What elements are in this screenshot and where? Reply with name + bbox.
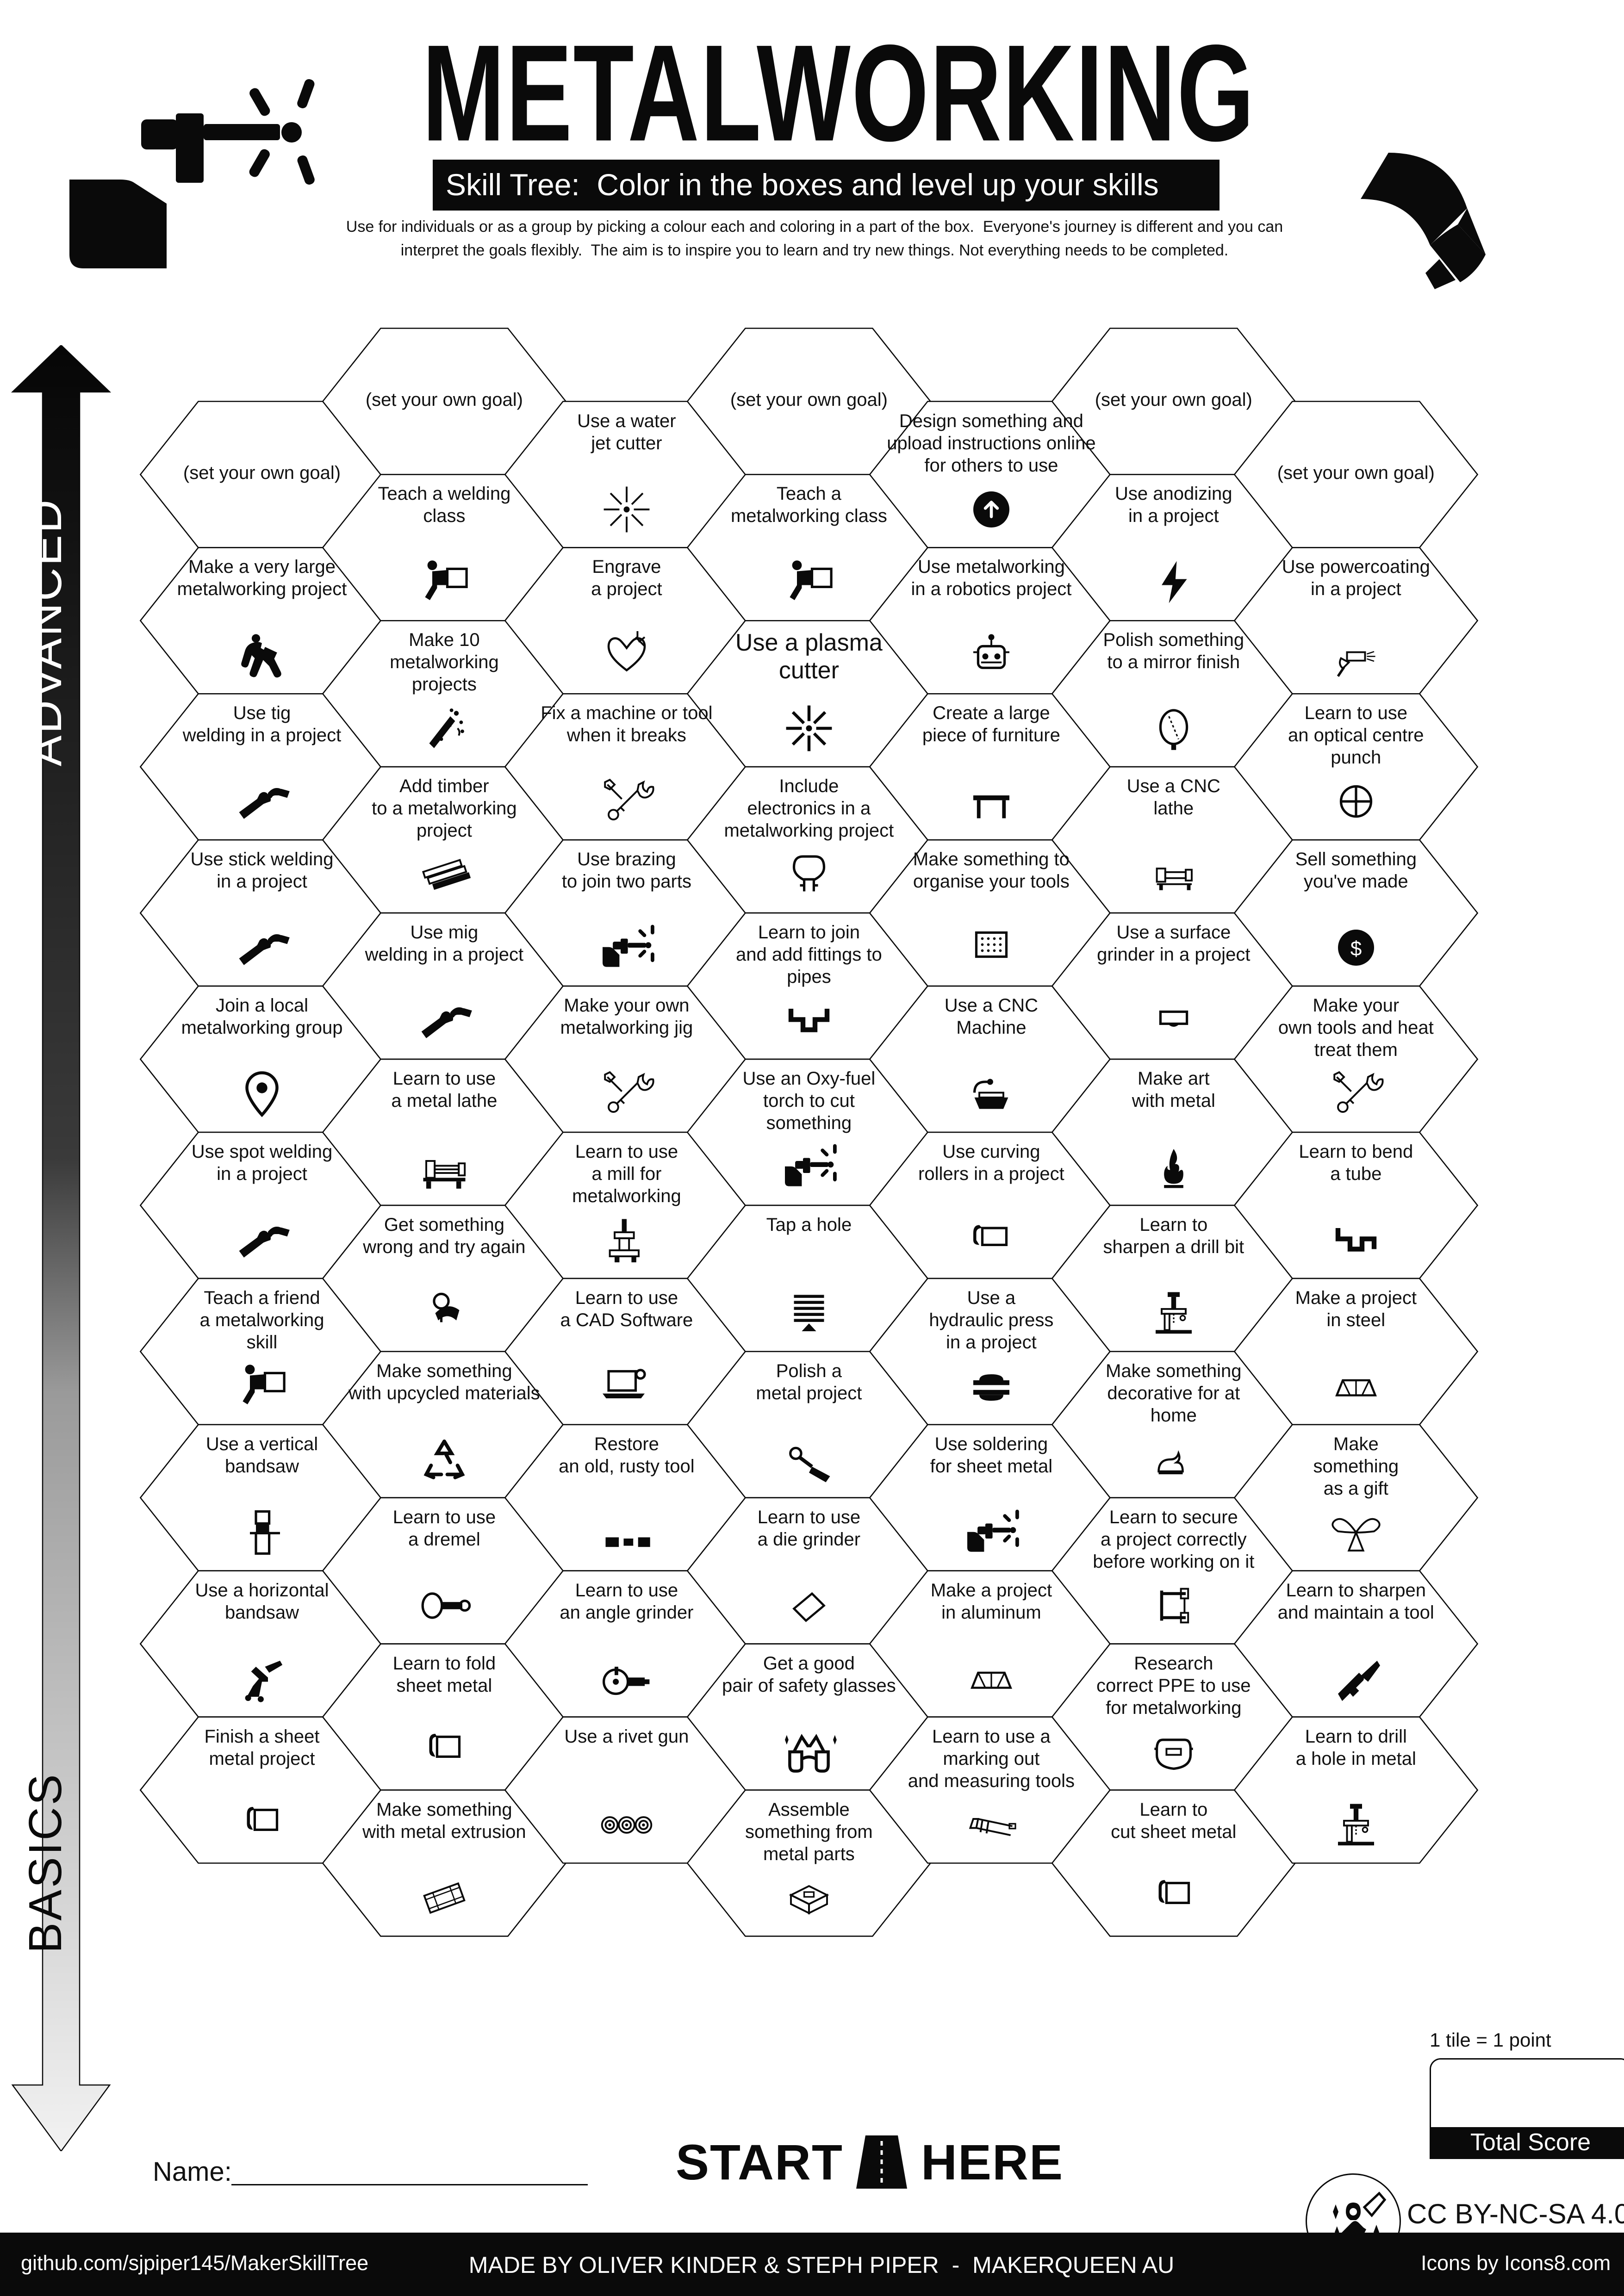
svg-text:$: $ (1350, 937, 1362, 960)
